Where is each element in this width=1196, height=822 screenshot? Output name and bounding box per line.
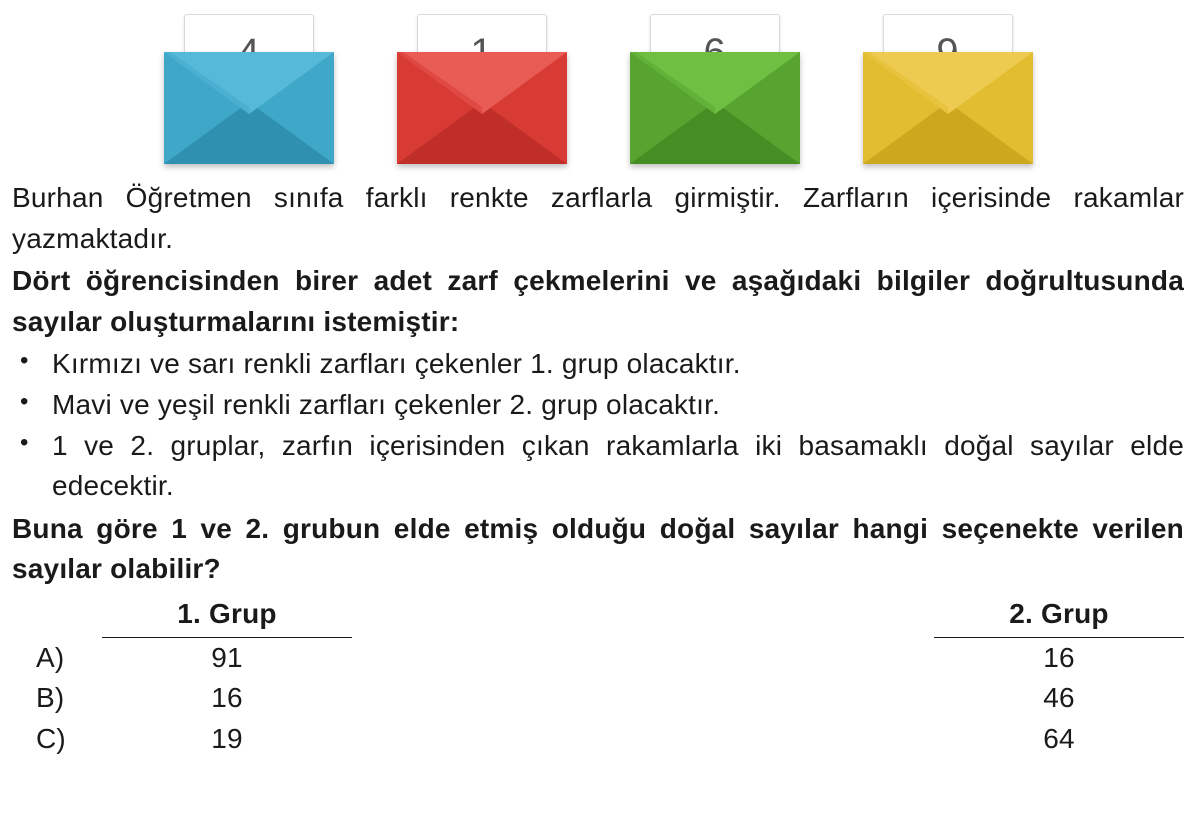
- envelope: 6: [630, 14, 800, 164]
- answer-value-group2: 64: [934, 719, 1184, 760]
- answer-table: 1. Grup 2. Grup A)9116B)1646C)1964: [12, 594, 1184, 759]
- envelope-icon: [863, 52, 1033, 164]
- header-group-2: 2. Grup: [934, 594, 1184, 638]
- answer-value-group2: 46: [934, 678, 1184, 719]
- answer-value-group1: 19: [102, 719, 352, 760]
- answer-row: C)19 64: [12, 719, 1184, 760]
- envelope-icon: [630, 52, 800, 164]
- answer-letter: A): [12, 638, 102, 679]
- answer-row: B)16 46: [12, 678, 1184, 719]
- envelope-row: 4169: [12, 0, 1184, 172]
- header-group-1: 1. Grup: [102, 594, 352, 638]
- envelope-icon: [397, 52, 567, 164]
- answer-value-group1: 16: [102, 678, 352, 719]
- envelope: 9: [863, 14, 1033, 164]
- question-paragraph: Buna göre 1 ve 2. grubun elde etmiş oldu…: [12, 509, 1184, 590]
- bullet-item: Kırmızı ve sarı renkli zarfları çekenler…: [12, 344, 1184, 385]
- answer-header: 1. Grup 2. Grup: [12, 594, 1184, 638]
- envelope-icon: [164, 52, 334, 164]
- intro-paragraph: Burhan Öğretmen sınıfa farklı renkte zar…: [12, 178, 1184, 259]
- answer-letter: B): [12, 678, 102, 719]
- answer-row: A)91 16: [12, 638, 1184, 679]
- answer-letter: C): [12, 719, 102, 760]
- answer-value-group2: 16: [934, 638, 1184, 679]
- answer-value-group1: 91: [102, 638, 352, 679]
- envelope: 1: [397, 14, 567, 164]
- envelope: 4: [164, 14, 334, 164]
- bullet-item: Mavi ve yeşil renkli zarfları çekenler 2…: [12, 385, 1184, 426]
- instruction-paragraph: Dört öğrencisinden birer adet zarf çekme…: [12, 261, 1184, 342]
- bullet-list: Kırmızı ve sarı renkli zarfları çekenler…: [12, 344, 1184, 506]
- bullet-item: 1 ve 2. gruplar, zarfın içerisinden çıka…: [12, 426, 1184, 507]
